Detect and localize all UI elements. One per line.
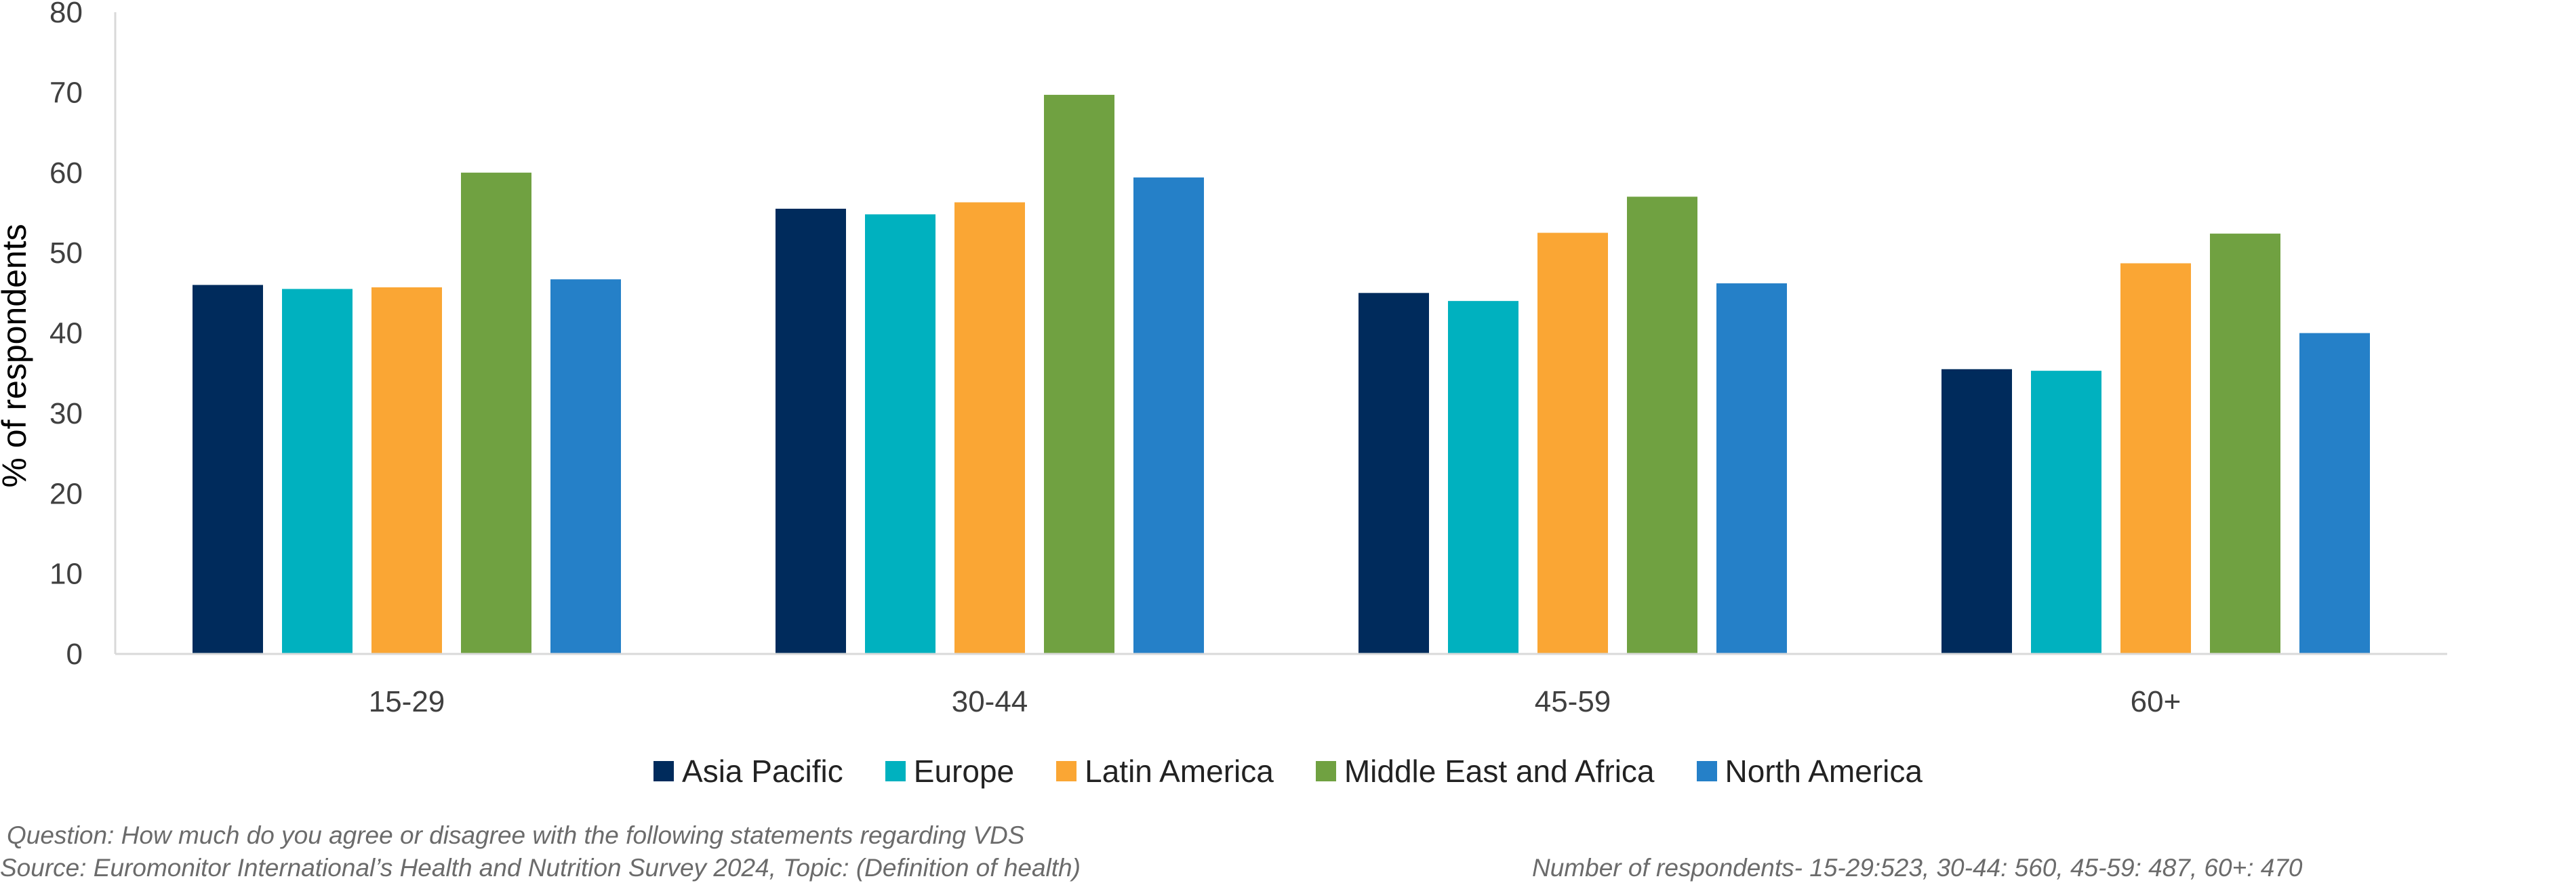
x-tick-label: 45-59 (1535, 685, 1611, 718)
legend-label: Latin America (1085, 754, 1274, 789)
bar (865, 214, 935, 654)
bar (1133, 177, 1204, 654)
x-tick-label: 15-29 (369, 685, 445, 718)
legend-label: North America (1725, 754, 1923, 789)
respondents-note: Number of respondents- 15-29:523, 30-44:… (1532, 854, 2303, 882)
legend-item: Latin America (1056, 753, 1274, 789)
legend-label: Europe (913, 754, 1015, 789)
y-tick-label: 60 (49, 157, 83, 190)
bar-chart: 0 10 20 30 40 50 60 70 80 15-29 30-44 45-59 60+ % o… (0, 0, 2447, 718)
bar (1941, 369, 2012, 654)
bar (1359, 293, 1429, 654)
legend-swatch (653, 761, 675, 781)
y-tick-label: 10 (49, 558, 83, 591)
y-tick-label: 20 (49, 477, 83, 510)
y-axis-ticks: 0 10 20 30 40 50 60 70 80 (49, 0, 83, 671)
bar (2120, 263, 2191, 654)
bar (193, 285, 263, 655)
bar (954, 202, 1025, 655)
legend-item: North America (1696, 753, 1923, 789)
legend-item: Middle East and Africa (1315, 753, 1655, 789)
bar (550, 279, 621, 655)
legend-label: Middle East and Africa (1344, 754, 1655, 789)
x-tick-label: 60+ (2131, 685, 2181, 718)
y-tick-label: 40 (49, 317, 83, 350)
question-note: Question: How much do you agree or disag… (7, 821, 1025, 849)
x-axis-ticks: 15-29 30-44 45-59 60+ (369, 685, 2181, 718)
bar (1716, 283, 1787, 654)
bar (1627, 197, 1697, 654)
legend-swatch (1315, 761, 1336, 781)
legend-item: Europe (885, 753, 1014, 789)
legend-swatch (885, 761, 906, 781)
legend-label: Asia Pacific (682, 754, 843, 789)
legend: Asia Pacific Europe Latin America Middle Ea… (0, 750, 2576, 792)
bar (2210, 233, 2280, 655)
y-tick-label: 50 (49, 237, 83, 270)
y-tick-label: 70 (49, 76, 83, 109)
bar (2299, 333, 2370, 654)
y-axis-label: % of respondents (0, 224, 33, 487)
bar (1537, 232, 1608, 654)
bar (371, 287, 442, 654)
bar (2031, 371, 2101, 654)
bar (1044, 94, 1114, 654)
legend-swatch (1696, 761, 1717, 781)
bar (776, 209, 846, 654)
bar (1448, 301, 1518, 654)
source-note: Source: Euromonitor International’s Heal… (0, 854, 1081, 882)
y-tick-label: 0 (66, 638, 83, 671)
bar (461, 172, 531, 654)
legend-swatch (1056, 761, 1077, 781)
bar (282, 289, 353, 654)
legend-item: Asia Pacific (653, 753, 843, 789)
x-tick-label: 30-44 (952, 685, 1028, 718)
y-tick-label: 80 (49, 0, 83, 29)
bar-series (193, 94, 2370, 655)
y-tick-label: 30 (49, 397, 83, 430)
